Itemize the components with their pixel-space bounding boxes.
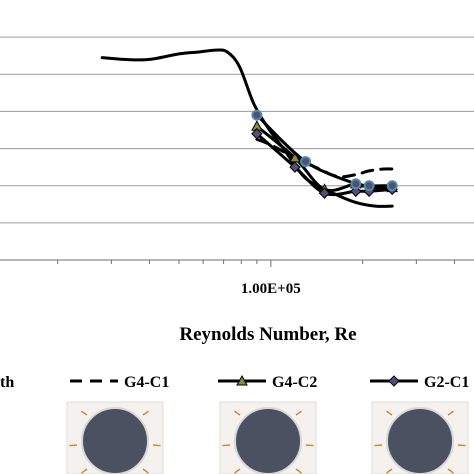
grid	[0, 36, 474, 224]
surface-roughness-mark-4	[80, 468, 88, 474]
cylinder-thumbnail-1	[219, 401, 317, 474]
surface-roughness-mark-1	[142, 410, 150, 416]
axes	[0, 259, 474, 267]
surface-roughness-mark-5	[447, 468, 455, 474]
cylinder-cross-section	[81, 407, 149, 474]
legend-partial-label: th	[0, 374, 14, 391]
series-4-point-1	[300, 156, 312, 168]
surface-roughness-mark-5	[142, 468, 150, 474]
legend-label-2: G2-C1	[424, 374, 469, 391]
surface-roughness-mark-2	[374, 444, 383, 447]
surface-roughness-mark-3	[305, 444, 314, 447]
series-line-1	[255, 137, 394, 179]
cylinder-thumbnail-0	[66, 401, 164, 474]
surface-roughness-mark-3	[152, 444, 161, 447]
series-4-point-0	[251, 109, 263, 121]
legend: th G4-C1 G4-C2 G2-C1	[0, 374, 469, 474]
series-4-point-3	[363, 180, 375, 192]
series-3-point-1	[289, 161, 301, 173]
surface-roughness-mark-3	[457, 444, 466, 447]
legend-label-1: G4-C2	[272, 374, 317, 391]
series-3-point-3	[350, 185, 362, 197]
surface-roughness-mark-0	[80, 410, 88, 416]
legend-marker-1	[236, 374, 248, 386]
surface-roughness-mark-4	[385, 468, 393, 474]
tick-labels: 1.00E+05	[241, 281, 301, 297]
legend-label-0: G4-C1	[124, 374, 169, 391]
cylinder-cross-section	[386, 407, 454, 474]
series-4-point-4	[386, 180, 398, 192]
surface-roughness-mark-4	[233, 468, 241, 474]
series-3-point-2	[318, 187, 331, 199]
x-axis-title: Reynolds Number, Re	[179, 324, 356, 345]
series-line-0	[100, 48, 394, 208]
cylinder-thumbnail-2	[371, 401, 469, 474]
surface-roughness-mark-2	[222, 444, 231, 447]
series-layer	[100, 48, 399, 208]
surface-roughness-mark-0	[385, 410, 393, 416]
series-3-point-0	[251, 128, 263, 140]
x-tick-label: 1.00E+05	[241, 281, 301, 297]
surface-roughness-mark-5	[295, 468, 303, 474]
surface-roughness-mark-1	[447, 410, 455, 416]
surface-roughness-mark-0	[233, 410, 241, 416]
surface-roughness-mark-2	[69, 444, 78, 447]
series-4-point-2	[350, 178, 362, 190]
legend-marker-2	[388, 375, 400, 387]
surface-roughness-mark-1	[295, 410, 303, 416]
cylinder-cross-section	[234, 407, 302, 474]
